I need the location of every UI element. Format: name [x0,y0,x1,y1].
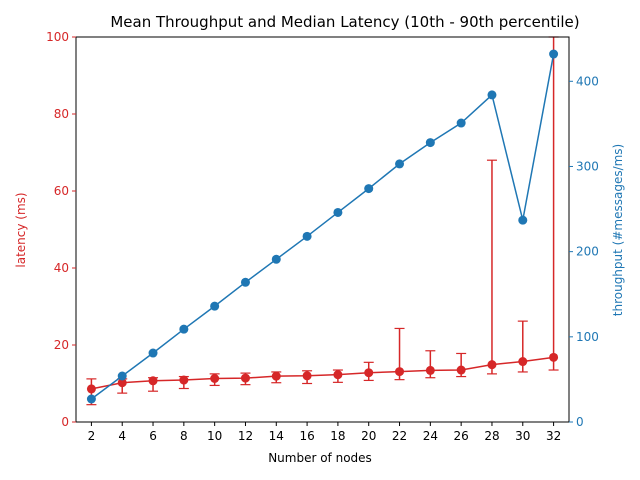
left-y-tick-label: 40 [54,261,69,275]
x-tick-label: 16 [299,429,314,443]
x-tick-label: 30 [515,429,530,443]
left-y-tick-label: 20 [54,338,69,352]
left-y-tick-label: 60 [54,184,69,198]
throughput-point [395,159,405,169]
x-tick-label: 6 [149,429,157,443]
plot-frame [75,36,570,423]
left-y-tick-label: 100 [46,30,69,44]
throughput-point [487,90,497,100]
x-tick-label: 22 [392,429,407,443]
x-tick-label: 24 [423,429,438,443]
x-tick-label: 28 [484,429,499,443]
throughput-line [90,53,555,400]
x-tick-label: 26 [454,429,469,443]
x-tick-label: 8 [180,429,188,443]
latency-point [518,357,528,367]
throughput-point [271,254,281,264]
latency-point [210,373,220,383]
right-y-tick-label: 100 [576,330,599,344]
latency-point [333,370,343,380]
chart-title: Mean Throughput and Median Latency (10th… [110,13,579,31]
throughput-point [518,215,528,225]
throughput-point [240,277,250,287]
throughput-point [117,371,127,381]
plot-area [86,36,559,406]
right-y-tick-label: 400 [576,74,599,88]
right-y-axis-label: throughput (#messages/ms) [611,144,625,316]
x-tick-label: 4 [118,429,126,443]
latency-point [456,365,466,375]
throughput-point [456,118,466,128]
x-tick-label: 10 [207,429,222,443]
right-y-tick-label: 300 [576,159,599,173]
latency-point [302,371,312,381]
latency-point [271,371,281,381]
throughput-point [549,49,559,59]
throughput-point [148,348,158,358]
latency-point [148,376,158,386]
latency-point [487,360,497,370]
x-axis-label: Number of nodes [268,451,372,465]
left-y-axis: 0 20 40 60 80 100 [46,30,76,429]
latency-line [91,356,554,390]
x-axis: 2 4 6 8 10 12 14 16 18 20 22 24 26 28 30 32 [88,422,561,443]
right-y-tick-label: 0 [576,415,584,429]
x-tick-label: 2 [88,429,96,443]
x-tick-label: 32 [546,429,561,443]
throughput-point [86,394,96,404]
latency-point [86,384,96,394]
latency-point [117,378,127,388]
throughput-point [425,138,435,148]
throughput-point [333,207,343,217]
throughput-point [210,301,220,311]
x-tick-label: 18 [330,429,345,443]
throughput-point [179,324,189,334]
left-y-tick-label: 80 [54,107,69,121]
x-tick-label: 20 [361,429,376,443]
right-y-axis: 0 100 200 300 400 [569,74,599,429]
left-y-axis-label: latency (ms) [14,192,28,267]
x-tick-label: 14 [269,429,284,443]
latency-point [364,368,374,378]
throughput-point [302,231,312,241]
x-tick-label: 12 [238,429,253,443]
latency-point [425,365,435,375]
latency-point [179,375,189,385]
right-y-tick-label: 200 [576,245,599,259]
left-y-tick-label: 0 [61,415,69,429]
latency-point [549,352,559,362]
latency-point [395,367,405,377]
throughput-point [364,184,374,194]
latency-point [240,373,250,383]
